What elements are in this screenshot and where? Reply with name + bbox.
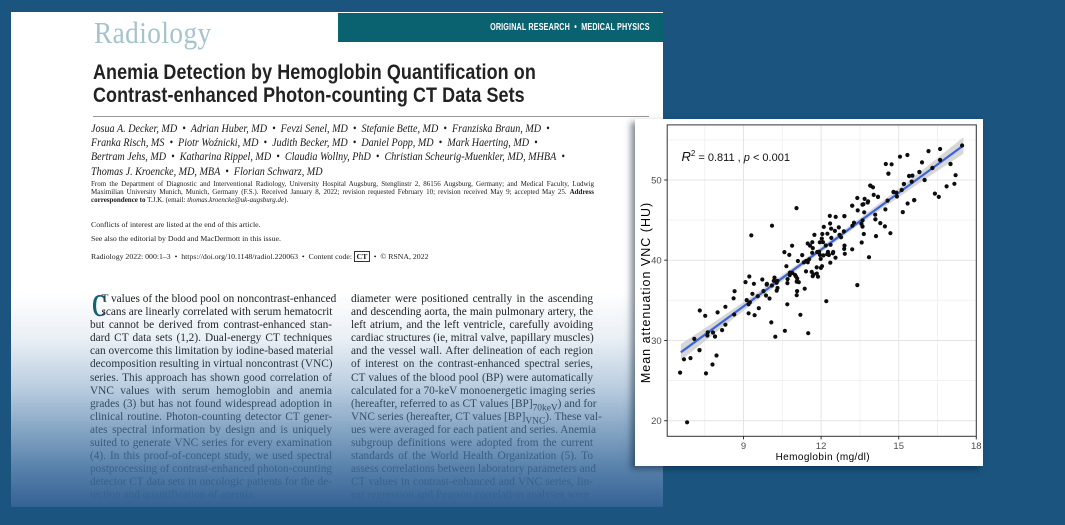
svg-text:50: 50	[651, 175, 662, 186]
svg-text:20: 20	[651, 416, 662, 427]
svg-text:9: 9	[741, 441, 746, 452]
svg-text:Hemoglobin (mg/dl): Hemoglobin (mg/dl)	[776, 452, 870, 463]
svg-text:18: 18	[971, 441, 982, 452]
svg-text:15: 15	[893, 441, 904, 452]
svg-text:Mean attenuation VNC (HU): Mean attenuation VNC (HU)	[639, 202, 653, 383]
svg-text:40: 40	[651, 256, 662, 267]
svg-text:12: 12	[816, 441, 827, 452]
svg-text:R2 = 0.811 , p < 0.001: R2 = 0.811 , p < 0.001	[682, 149, 790, 164]
svg-text:30: 30	[651, 336, 662, 347]
